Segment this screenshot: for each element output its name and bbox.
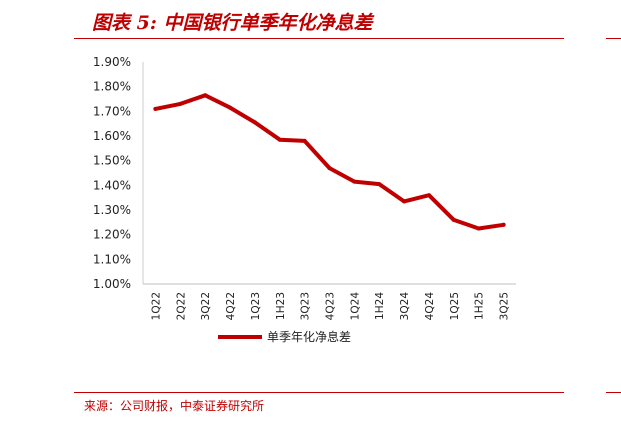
data-point: [302, 138, 307, 143]
data-point: [427, 193, 431, 198]
data-point: [327, 166, 332, 171]
x-tick-label: 1H23: [275, 292, 287, 320]
data-point: [476, 226, 481, 231]
x-tick-label: 1Q24: [349, 292, 361, 321]
data-point: [377, 182, 382, 187]
y-tick-label: 1.20%: [93, 228, 131, 242]
x-tick-label: 3Q25: [499, 292, 511, 320]
data-point: [402, 199, 407, 204]
y-tick-label: 1.00%: [93, 277, 131, 291]
title-divider: [74, 38, 564, 39]
x-tick-label: 1Q22: [150, 292, 162, 320]
y-axis-ticks: 1.90% 1.80% 1.70% 1.60% 1.50% 1.40% 1.30% 1.20%…: [93, 55, 131, 291]
data-point: [203, 93, 208, 98]
source-note: 来源：公司财报，中泰证券研究所: [84, 399, 265, 413]
y-tick-label: 1.80%: [93, 80, 131, 94]
y-tick-label: 1.70%: [93, 104, 131, 118]
x-tick-label: 1H25: [474, 292, 486, 320]
y-tick-label: 1.40%: [93, 178, 131, 192]
y-tick-label: 1.50%: [93, 154, 131, 168]
data-point: [277, 137, 282, 142]
series-points: [153, 93, 506, 231]
x-tick-label: 3Q22: [200, 292, 212, 320]
data-point: [153, 106, 158, 111]
x-tick-label: 4Q22: [225, 292, 237, 320]
data-point: [228, 105, 232, 110]
adjacent-figure-divider: [606, 38, 621, 39]
x-tick-label: 4Q23: [325, 292, 337, 320]
data-point: [252, 120, 257, 125]
figure-title: 图表 5: 中国银行单季年化净息差: [92, 12, 373, 34]
x-tick-label: 1Q23: [250, 292, 262, 320]
legend-label: 单季年化净息差: [267, 329, 351, 344]
data-point: [451, 217, 456, 222]
x-tick-label: 1H24: [374, 292, 386, 320]
data-point: [178, 101, 183, 106]
adjacent-source-divider: [606, 392, 621, 393]
x-tick-label: 3Q23: [300, 292, 312, 320]
x-tick-label: 1Q25: [449, 292, 461, 320]
y-tick-label: 1.60%: [93, 129, 131, 143]
x-axis-ticks: 1Q22 2Q22 3Q22 4Q22 1Q23 1H23 3Q23 4Q23 1Q24 1H24…: [150, 292, 510, 321]
x-tick-label: 2Q22: [175, 292, 187, 320]
series-line-net-interest-margin: [153, 93, 506, 231]
data-point: [501, 222, 506, 227]
data-point: [352, 179, 357, 184]
y-tick-label: 1.90%: [93, 55, 131, 69]
legend: 单季年化净息差: [218, 329, 351, 344]
y-tick-label: 1.30%: [93, 203, 131, 217]
source-divider: [74, 392, 564, 393]
x-tick-label: 4Q24: [424, 292, 436, 321]
y-tick-label: 1.10%: [93, 252, 131, 266]
x-tick-label: 3Q24: [399, 292, 411, 321]
